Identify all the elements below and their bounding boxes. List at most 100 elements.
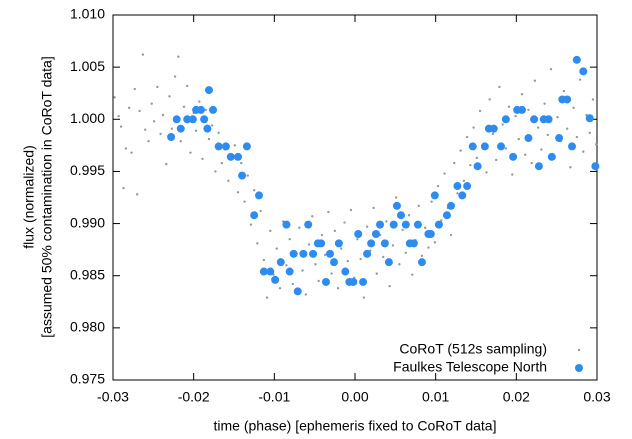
corot-point bbox=[440, 219, 443, 222]
corot-point bbox=[311, 215, 314, 218]
corot-point bbox=[588, 131, 591, 135]
corot-point bbox=[275, 247, 278, 250]
corot-point bbox=[198, 100, 201, 103]
faulkes-point bbox=[234, 152, 243, 161]
faulkes-point bbox=[271, 275, 280, 284]
corot-point bbox=[485, 171, 488, 174]
corot-point bbox=[182, 105, 186, 108]
legend-marker bbox=[575, 364, 583, 372]
corot-point bbox=[456, 192, 459, 195]
x-tick-label: -0.01 bbox=[258, 389, 290, 405]
faulkes-point bbox=[384, 258, 393, 267]
faulkes-point bbox=[214, 142, 223, 151]
faulkes-point bbox=[183, 115, 192, 124]
corot-point bbox=[259, 209, 262, 213]
corot-point bbox=[173, 75, 177, 78]
faulkes-point bbox=[188, 115, 197, 124]
corot-point bbox=[207, 137, 211, 141]
corot-point bbox=[565, 127, 569, 130]
corot-point bbox=[524, 153, 527, 156]
corot-point bbox=[240, 161, 243, 165]
faulkes-point bbox=[480, 142, 489, 151]
faulkes-point bbox=[317, 239, 326, 248]
corot-point bbox=[543, 102, 546, 105]
corot-point bbox=[501, 123, 504, 126]
faulkes-point bbox=[544, 115, 553, 124]
y-tick-label: 0.990 bbox=[70, 214, 105, 230]
corot-point bbox=[204, 108, 207, 112]
faulkes-point bbox=[196, 105, 205, 114]
y-tick-label: 1.005 bbox=[70, 58, 105, 74]
corot-point bbox=[144, 128, 147, 131]
corot-point bbox=[514, 114, 517, 118]
corot-point bbox=[411, 273, 414, 276]
corot-point bbox=[475, 156, 479, 160]
corot-point bbox=[591, 98, 595, 101]
corot-point bbox=[398, 263, 401, 266]
corot-point bbox=[262, 258, 266, 262]
corot-point bbox=[340, 247, 343, 250]
corot-point bbox=[301, 269, 304, 272]
faulkes-point bbox=[446, 201, 455, 210]
corot-point bbox=[449, 233, 453, 237]
corot-point bbox=[562, 89, 566, 93]
corot-point bbox=[201, 157, 204, 161]
x-tick-label: -0.02 bbox=[178, 389, 210, 405]
corot-point bbox=[469, 163, 472, 167]
corot-point bbox=[152, 120, 156, 123]
corot-point bbox=[141, 53, 145, 56]
faulkes-point bbox=[363, 249, 372, 258]
faulkes-point bbox=[524, 134, 533, 143]
faulkes-point bbox=[497, 142, 506, 151]
corot-point bbox=[122, 186, 125, 190]
corot-point bbox=[249, 223, 253, 226]
faulkes-point bbox=[299, 249, 308, 258]
corot-point bbox=[330, 272, 333, 275]
corot-point bbox=[401, 228, 404, 232]
faulkes-point bbox=[430, 191, 439, 200]
corot-point bbox=[124, 147, 128, 150]
faulkes-point bbox=[392, 201, 401, 210]
faulkes-point bbox=[591, 162, 600, 171]
corot-point bbox=[498, 85, 501, 89]
faulkes-point bbox=[530, 115, 539, 124]
corot-point bbox=[217, 131, 220, 135]
corot-point bbox=[119, 125, 123, 128]
faulkes-point bbox=[330, 258, 339, 267]
y-axis-label: [assumed 50% contamination in CoRoT data… bbox=[39, 56, 55, 337]
corot-point bbox=[265, 296, 269, 299]
faulkes-point bbox=[221, 142, 230, 151]
y-axis-label: flux (normalized) bbox=[21, 145, 37, 248]
corot-point bbox=[362, 296, 366, 299]
corot-point bbox=[236, 191, 240, 194]
faulkes-point bbox=[501, 115, 510, 124]
corot-point bbox=[472, 126, 475, 129]
corot-point bbox=[136, 193, 139, 196]
corot-point bbox=[391, 244, 395, 247]
corot-point bbox=[333, 229, 337, 233]
corot-point bbox=[578, 78, 582, 81]
plot-frame bbox=[112, 14, 598, 381]
corot-point bbox=[150, 102, 153, 105]
legend-label: Faulkes Telescope North bbox=[393, 359, 547, 375]
x-tick-label: 0.01 bbox=[422, 389, 449, 405]
corot-point bbox=[288, 238, 291, 241]
corot-point bbox=[130, 151, 133, 154]
corot-point bbox=[453, 161, 456, 165]
corot-point bbox=[147, 139, 150, 143]
faulkes-point bbox=[371, 230, 380, 238]
corot-point bbox=[404, 251, 408, 254]
faulkes-point bbox=[285, 267, 294, 276]
corot-point bbox=[427, 246, 430, 249]
corot-point bbox=[165, 162, 168, 166]
y-tick-label: 1.000 bbox=[70, 110, 105, 126]
y-tick-label: 1.010 bbox=[70, 6, 105, 22]
faulkes-point bbox=[259, 267, 268, 276]
faulkes-point bbox=[334, 239, 343, 248]
faulkes-point bbox=[321, 277, 330, 286]
corot-point bbox=[304, 293, 307, 296]
corot-point bbox=[349, 208, 353, 212]
corot-point bbox=[314, 263, 317, 266]
faulkes-point bbox=[509, 152, 518, 161]
